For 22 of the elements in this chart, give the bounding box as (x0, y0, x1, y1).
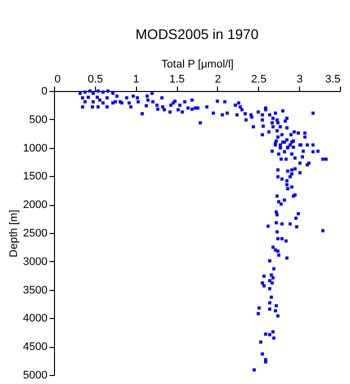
x-tick-label: 1 (133, 74, 140, 86)
x-tick-label: 3.5 (325, 74, 340, 86)
y-tick-label: 4000 (23, 312, 48, 325)
x-tick-label: 3 (296, 74, 303, 86)
y-tick-label: 3000 (23, 256, 48, 268)
x-axis-title: Total P [μmol/l] (161, 58, 234, 70)
y-tick-label: 2000 (23, 199, 48, 212)
y-tick-label: 3500 (23, 284, 48, 296)
y-tick-label: 4500 (23, 341, 48, 354)
y-tick-label: 2500 (23, 228, 48, 240)
x-tick-label: 0.5 (88, 74, 104, 86)
y-tick-label: 0 (41, 86, 48, 98)
y-tick-label: 1000 (23, 142, 48, 154)
y-axis-title: Depth [m] (8, 210, 20, 258)
y-tick-label: 1500 (23, 170, 48, 183)
y-tick-label: 500 (29, 114, 48, 126)
x-tick-label: 2.5 (251, 74, 266, 86)
chart-title: MODS2005 in 1970 (136, 26, 259, 42)
y-tick-label: 5000 (23, 370, 48, 382)
x-tick-label: 0 (54, 74, 61, 86)
x-tick-label: 2 (214, 74, 221, 86)
x-tick-label: 1.5 (169, 74, 185, 86)
